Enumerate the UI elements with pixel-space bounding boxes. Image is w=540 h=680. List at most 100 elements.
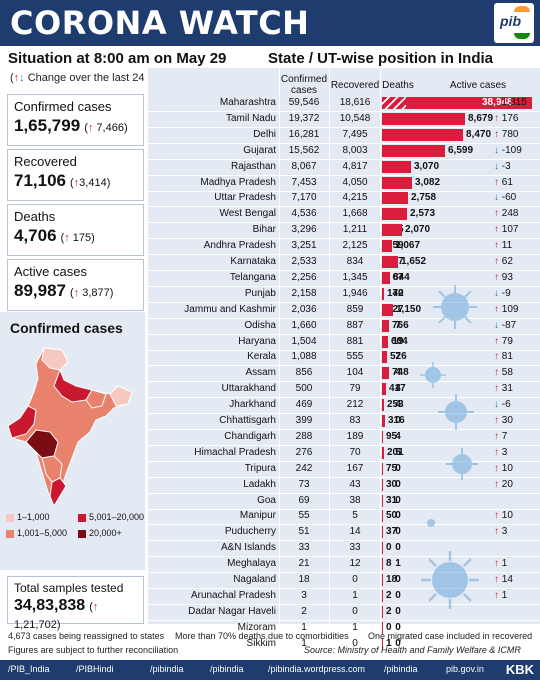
active-value-label: 0 [386, 542, 392, 554]
legend-label: 1–1,000 [17, 512, 50, 522]
confirmed-cell: 15,562 [288, 144, 320, 156]
table-row [148, 365, 540, 383]
table-row [148, 349, 540, 367]
website-link[interactable]: pib.gov.in [446, 664, 484, 674]
table-row [148, 286, 540, 303]
confirmed-cell: 1 [301, 621, 307, 633]
confirmed-cell: 2,533 [291, 256, 317, 267]
table-row [148, 524, 540, 542]
blog-link[interactable]: /pibindia.wordpress.com [268, 664, 366, 674]
table-row [148, 429, 540, 446]
change-cell: ↑ 81 [494, 351, 513, 362]
confirmed-cell: 469 [295, 399, 313, 411]
change-value: 20 [501, 478, 513, 490]
brand-mark: KBK [505, 662, 534, 677]
active-number: 89,987 [14, 281, 66, 300]
recovered-value: 71,106 (↑3,414) [14, 171, 111, 190]
situation-heading: Situation at 8:00 am on May 29 [8, 50, 227, 67]
change-cell: ↑ 3 [494, 447, 507, 458]
change-value: 7 [501, 430, 508, 442]
confirmed-cell: 3,251 [291, 240, 317, 252]
confirmed-box: Confirmed cases 1,65,799 (↑ 7,466) [7, 94, 144, 146]
confirmed-cell: 18 [298, 574, 310, 585]
active-value-label: 1,652 [401, 256, 427, 267]
deaths-cell: 27 [392, 303, 404, 315]
deaths-cell: 59 [392, 240, 404, 252]
confirmed-cell: 399 [295, 415, 313, 426]
twitter-hindi-link[interactable]: /PIBHindi [76, 664, 114, 674]
recovered-cell: 5 [352, 510, 358, 522]
state-name: Meghalaya [227, 558, 276, 570]
youtube-link[interactable]: /pibindia [210, 664, 244, 674]
active-value-label: 31 [386, 494, 398, 506]
recovered-cell: 887 [346, 319, 364, 331]
legend-swatch [78, 529, 86, 538]
active-value-label: 37 [386, 526, 398, 538]
deaths-cell: 0 [395, 605, 401, 617]
state-name: Puducherry [224, 526, 276, 538]
india-map-icon [7, 347, 133, 508]
deaths-cell: 0 [395, 637, 401, 649]
confirmed-cell: 500 [295, 383, 313, 395]
table-row [148, 636, 540, 653]
deaths-cell: 0 [395, 462, 401, 474]
change-value: 1 [501, 589, 508, 601]
recovered-cell: 1 [352, 589, 358, 601]
samples-number: 34,83,838 [14, 597, 86, 614]
active-bar [382, 97, 532, 109]
change-cell: ↑ 1 [494, 590, 507, 601]
change-cell: ↓ -9 [494, 288, 511, 299]
state-heading: State / UT-wise position in India [268, 50, 494, 67]
table-row [148, 318, 540, 335]
virus-icon [446, 448, 478, 480]
active-bar [382, 144, 445, 157]
up-arrow-icon: ↑ [494, 446, 502, 458]
instagram-link[interactable]: /pibindia [384, 664, 418, 674]
state-name: Haryana [238, 335, 276, 347]
up-arrow-icon: ↑ [494, 462, 502, 474]
state-name: Punjab [244, 287, 276, 299]
active-bar [382, 383, 386, 396]
up-arrow-icon: ↑ [494, 351, 502, 363]
recovered-cell: 881 [346, 335, 364, 347]
table-row [148, 493, 540, 510]
confirmed-cell: 1,504 [291, 335, 317, 347]
table-row [148, 127, 540, 144]
change-cell: ↑ 20 [494, 479, 513, 490]
change-value: 109 [501, 303, 519, 315]
change-cell: ↑ 93 [494, 272, 513, 283]
active-bar [382, 574, 383, 586]
up-arrow-icon: ↑ [13, 72, 20, 84]
up-arrow-icon: ↑ [494, 303, 502, 315]
active-bar [382, 351, 387, 364]
change-cell: ↑ 780 [494, 129, 518, 140]
recovered-cell: 167 [346, 462, 364, 474]
active-value-label: 1,067 [395, 240, 421, 252]
confirmed-cell: 33 [298, 542, 310, 554]
active-bar [382, 240, 392, 253]
up-arrow-icon: ↑ [494, 128, 502, 140]
recovered-cell: 834 [346, 256, 364, 267]
facebook-link[interactable]: /pibindia [150, 664, 184, 674]
header-recovered: Recovered [330, 80, 380, 91]
active-bar [382, 621, 383, 634]
confirmed-cell: 1,088 [291, 351, 317, 363]
twitter-link[interactable]: /PIB_India [8, 664, 50, 674]
deaths-number: 4,706 [14, 226, 57, 245]
active-bar [382, 494, 383, 507]
change-cell: ↑ 10 [494, 510, 513, 521]
active-value-label: 95 [386, 430, 398, 442]
up-arrow-icon: ↑ [494, 415, 502, 426]
down-arrow-icon: ↓ [494, 287, 502, 299]
state-name: Andhra Pradesh [203, 240, 276, 252]
state-name: Uttar Pradesh [214, 192, 276, 204]
change-cell: ↑ 7 [494, 431, 507, 442]
note-migrated: One migrated case included in recovered [368, 631, 533, 641]
active-value-label: 316 [388, 415, 405, 426]
change-cell: ↑ 3 [494, 526, 507, 537]
change-value: 1,815 [501, 97, 527, 108]
active-bar [382, 399, 384, 412]
up-arrow-icon: ↑ [494, 240, 502, 252]
down-arrow-icon: ↓ [19, 72, 25, 84]
confirmed-cell: 242 [295, 462, 313, 474]
